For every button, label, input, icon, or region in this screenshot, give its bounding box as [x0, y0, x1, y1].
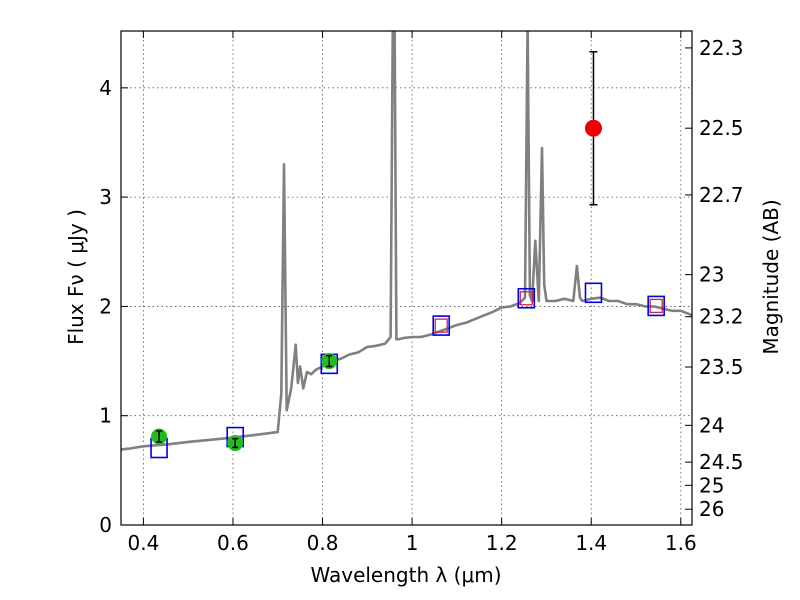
limit-box [519, 291, 533, 306]
limit-box [434, 318, 448, 333]
y-tick-label: 3 [99, 185, 112, 209]
x-tick-label: 0.4 [127, 531, 159, 555]
y-tick-label: 2 [99, 294, 112, 318]
model-photometry-box [432, 315, 451, 336]
plot-area [121, 31, 692, 459]
model-photometry-box [647, 295, 665, 317]
y2-tick-label: 24 [699, 413, 724, 437]
x-tick-label: 0.8 [307, 531, 339, 555]
x-tick-label: 1.4 [575, 531, 607, 555]
y2-tick-label: 22.5 [699, 116, 744, 140]
y2-axis-label: Magnitude (AB) [759, 199, 783, 354]
y2-tick-label: 23.2 [699, 305, 744, 329]
grid-lines [121, 31, 692, 525]
highlight-point [584, 119, 602, 137]
axes: 0.4 0.6 0.8 1 1.2 1.4 1.60123422.322.522.72323… [99, 30, 744, 555]
y-tick-label: 1 [99, 404, 112, 428]
y2-tick-label: 23.5 [699, 355, 744, 379]
model-photometry-box [517, 287, 536, 309]
y2-tick-label: 25 [699, 473, 724, 497]
limit-box [649, 298, 663, 314]
x-tick-label: 1.2 [486, 531, 518, 555]
plot-frame [120, 30, 693, 526]
y2-tick-label: 22.7 [699, 183, 744, 207]
x-tick-label: 1 [406, 531, 419, 555]
y2-tick-label: 23 [699, 263, 724, 287]
y-tick-label: 0 [99, 513, 112, 537]
y2-tick-label: 24.5 [699, 450, 744, 474]
model-spectrum-line [121, 31, 692, 451]
y-axis-label: Flux Fν ( μJy ) [64, 209, 88, 345]
x-tick-label: 1.6 [665, 531, 697, 555]
x-tick-label: 0.6 [217, 531, 249, 555]
y-tick-label: 4 [99, 76, 112, 100]
y2-tick-label: 26 [699, 497, 724, 521]
model-photometry-box [584, 282, 603, 304]
x-axis-label: Wavelength λ (μm) [310, 563, 501, 587]
y2-tick-label: 22.3 [699, 36, 744, 60]
